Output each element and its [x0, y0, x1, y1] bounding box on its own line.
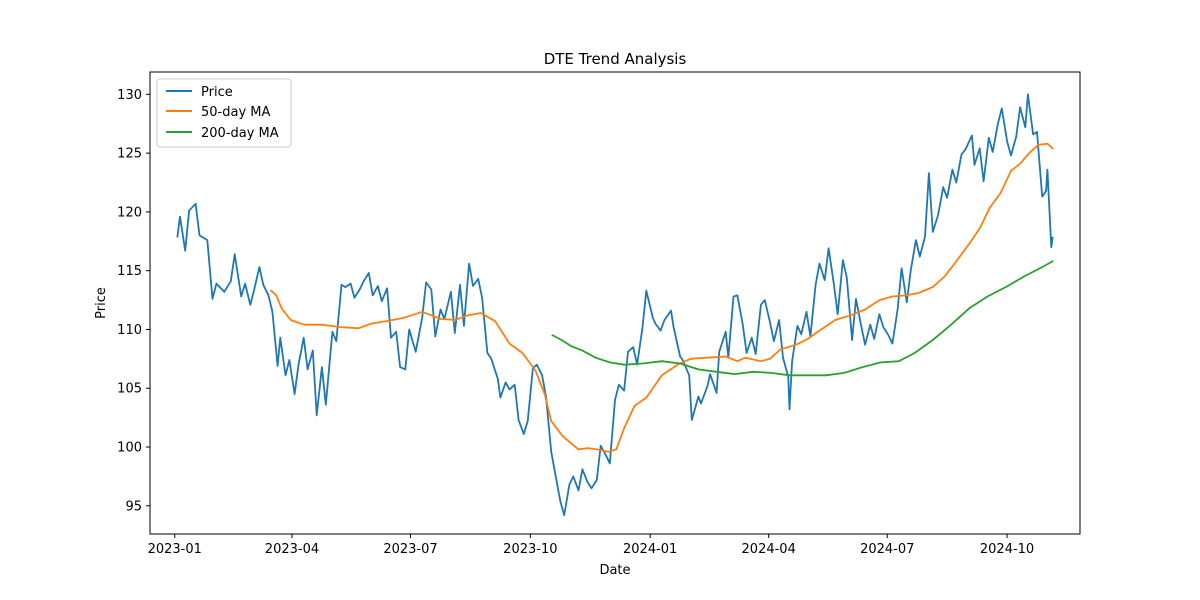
x-tick-label: 2023-10: [503, 542, 557, 557]
x-tick-label: 2023-07: [383, 542, 437, 557]
series-line-200-day-ma: [551, 260, 1054, 377]
legend-label-50-day-ma: 50-day MA: [201, 105, 270, 120]
x-tick-label: 2024-04: [742, 542, 796, 557]
plot-area: [176, 93, 1054, 517]
series-line-price: [176, 93, 1054, 517]
plot-frame: [149, 71, 1081, 535]
y-axis: 95 100 105 110 115 120 125 130: [117, 88, 150, 514]
y-tick-label: 120: [117, 205, 142, 220]
x-tick-label: 2024-07: [860, 542, 914, 557]
y-tick-label: 110: [117, 323, 142, 338]
x-axis-label: Date: [599, 563, 630, 578]
y-tick-label: 125: [117, 147, 142, 162]
y-axis-label: Price: [94, 287, 109, 319]
y-tick-label: 100: [117, 441, 142, 456]
y-tick-label: 105: [117, 382, 142, 397]
x-tick-label: 2023-04: [265, 542, 319, 557]
x-axis: 2023-01 2023-04 2023-07 2023-10 2024-01 2024-…: [148, 534, 1034, 557]
x-tick-label: 2024-01: [623, 542, 677, 557]
series-line-50-day-ma: [269, 142, 1054, 453]
chart-title: DTE Trend Analysis: [544, 50, 687, 68]
legend: Price 50-day MA 200-day MA: [156, 78, 292, 148]
legend-label-price: Price: [201, 85, 233, 100]
y-tick-label: 115: [117, 264, 142, 279]
legend-label-200-day-ma: 200-day MA: [201, 126, 279, 141]
legend-box: [156, 78, 292, 148]
x-tick-label: 2024-10: [980, 542, 1034, 557]
x-tick-label: 2023-01: [148, 542, 202, 557]
y-tick-label: 95: [125, 499, 142, 514]
y-tick-label: 130: [117, 88, 142, 103]
